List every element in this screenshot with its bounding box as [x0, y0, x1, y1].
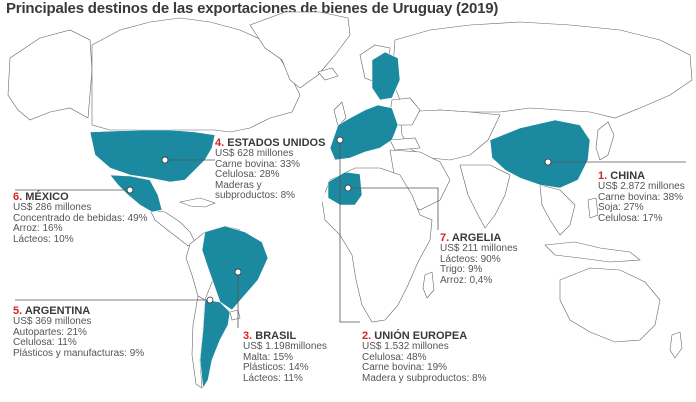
callout-line: US$ 286 millones [13, 202, 92, 213]
uk [333, 101, 347, 127]
callout-estados-unidos: 4. ESTADOS UNIDOS US$ 628 millones Carne… [215, 137, 326, 202]
caribbean [178, 197, 216, 208]
dot-brasil [234, 268, 242, 276]
callout-argelia-title: 7. ARGELIA [440, 232, 502, 244]
callout-line: Plásticos y manufacturas: 9% [13, 347, 145, 359]
callout-line: Soja: 27% [598, 202, 644, 214]
callout-line: US$ 1.532 millones [362, 341, 449, 352]
dot-argentina [206, 296, 214, 304]
callout-line: US$ 211 millones [440, 243, 518, 254]
africa [321, 167, 433, 323]
callout-line: Madera y subproductos: 8% [362, 372, 487, 384]
alaska [7, 29, 93, 121]
philippines [587, 197, 599, 219]
callout-line: Celulosa: 48% [362, 351, 427, 363]
callout-line: Maderas y [215, 179, 262, 191]
new-zealand [669, 331, 683, 359]
callout-line: Lácteos: 11% [243, 372, 303, 384]
callout-line: US$ 628 millones [215, 148, 294, 159]
russia [391, 21, 693, 119]
dot-mexico [126, 186, 134, 194]
callout-line: US$ 2.872 millones [598, 181, 685, 192]
callout-line: US$ 1.198millones [243, 341, 327, 352]
callout-line: Arroz: 16% [13, 223, 63, 235]
callout-union-europea: 2. UNIÓN EUROPEA US$ 1.532 millones Celu… [362, 330, 487, 384]
highlighted-countries [89, 51, 591, 389]
callout-line: Autopartes: 21% [13, 326, 87, 338]
southeast-asia [539, 184, 576, 236]
callout-line: Celulosa: 17% [598, 212, 663, 224]
callout-line: Lácteos: 90% [440, 253, 501, 265]
dot-estados-unidos [161, 156, 169, 164]
callout-line: Carne bovina: 38% [598, 191, 684, 203]
callout-line: Celulosa: 28% [215, 169, 280, 181]
australia [559, 267, 661, 343]
callout-line: Malta: 15% [243, 351, 294, 363]
callout-mexico: 6. MÉXICO US$ 286 millones Concentrado d… [13, 191, 148, 245]
leader-lines [15, 140, 686, 328]
location-dots [126, 136, 552, 304]
callout-line: Carne bovina: 19% [362, 362, 448, 374]
eu-shape [329, 104, 399, 161]
dot-argelia [344, 184, 352, 192]
india [459, 164, 511, 229]
callout-brasil-title: 3. BRASIL [243, 330, 297, 342]
callout-mexico-title: 6. MÉXICO [13, 191, 69, 203]
callout-line: Lácteos: 10% [13, 233, 74, 245]
uruguay [229, 309, 241, 321]
callout-line: Carne bovina: 33% [215, 158, 301, 170]
callout-argelia: 7. ARGELIA US$ 211 millones Lácteos: 90%… [440, 232, 518, 287]
callout-line: subproductos: 8% [215, 190, 296, 202]
callout-line: Celulosa: 11% [13, 337, 77, 349]
dot-china [544, 158, 552, 166]
japan [595, 121, 615, 161]
callout-line: Concentrado de bebidas: 49% [13, 212, 148, 224]
callout-line: Arroz: 0,4% [440, 274, 493, 286]
map-title: Principales destinos de las exportacione… [6, 0, 499, 17]
callout-argentina-title: 5. ARGENTINA [13, 305, 91, 317]
leader-union-europea [339, 140, 360, 323]
china-shape [489, 119, 591, 189]
callout-line: US$ 369 millones [13, 316, 92, 327]
indonesia [544, 241, 641, 263]
callout-argentina: 5. ARGENTINA US$ 369 millones Autopartes… [13, 305, 144, 359]
turkey [389, 137, 421, 151]
callout-china-title: 1. CHINA [598, 170, 646, 182]
argentina-shape [199, 299, 231, 389]
brazil-shape [201, 225, 269, 311]
greenland [249, 11, 351, 89]
leader-argelia [348, 187, 439, 230]
iceland [317, 67, 339, 81]
sweden-finland-shape [371, 51, 401, 101]
callout-estados-unidos-title: 4. ESTADOS UNIDOS [215, 137, 326, 149]
callout-union-europea-title: 2. UNIÓN EUROPEA [362, 330, 468, 342]
callout-line: Trigo: 9% [440, 264, 483, 276]
callout-brasil: 3. BRASIL US$ 1.198millones Malta: 15% P… [243, 330, 327, 384]
central-america [149, 209, 196, 247]
callout-line: Plásticos: 14% [243, 362, 309, 374]
dot-union-europea [336, 136, 344, 144]
usa-shape [89, 129, 216, 183]
callout-china: 1. CHINA US$ 2.872 millones Carne bovina… [598, 170, 685, 225]
madagascar [422, 271, 435, 299]
